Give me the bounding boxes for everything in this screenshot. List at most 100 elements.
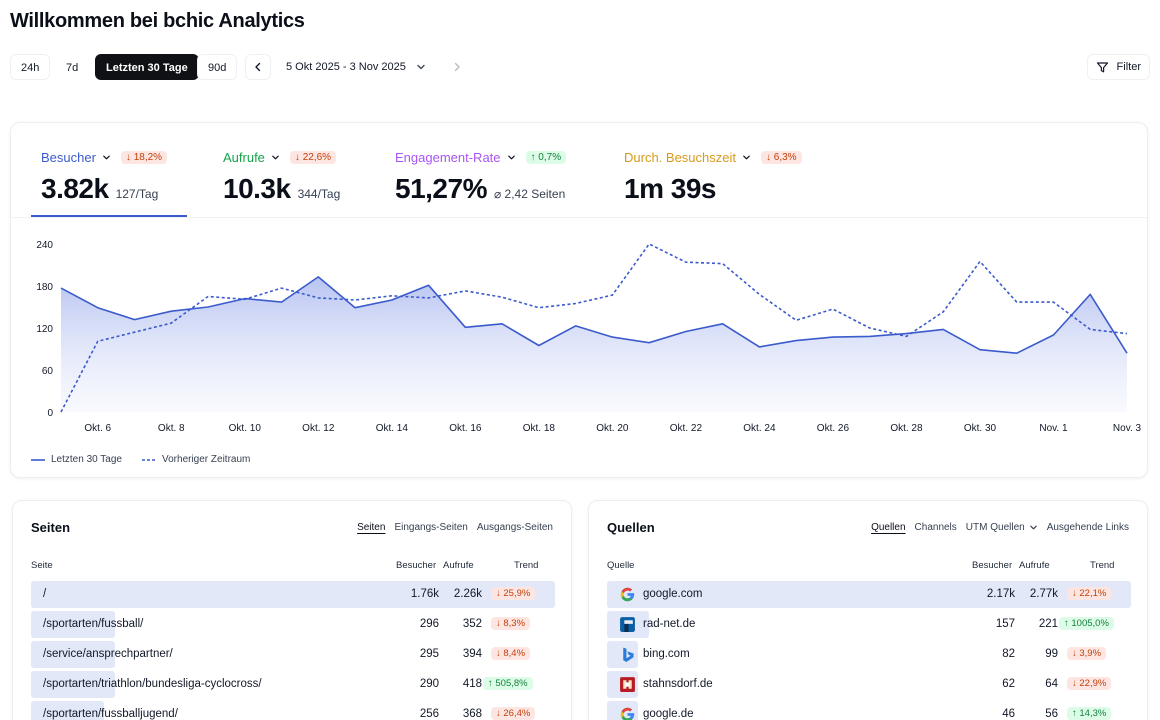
page-path[interactable]: /service/ansprechpartner/ — [43, 648, 173, 660]
current-point[interactable] — [276, 296, 288, 308]
y-tick-label: 60 — [42, 366, 54, 377]
current-point[interactable] — [1011, 347, 1023, 359]
current-point[interactable] — [1121, 347, 1133, 359]
y-tick-label: 120 — [36, 324, 53, 335]
x-tick-label: Okt. 28 — [890, 423, 923, 433]
table-row[interactable]: /sportarten/fussball/296 352 ↓ 8,3% — [31, 611, 555, 638]
column-header-visitors[interactable]: Besucher — [396, 560, 437, 571]
pages-tabs: Seiten Eingangs-Seiten Ausgangs-Seiten — [357, 522, 553, 533]
visitors-value: 256 — [419, 708, 439, 720]
panel-title: Quellen — [607, 520, 655, 535]
tab-utm-sources[interactable]: UTM Quellen — [966, 522, 1038, 533]
current-point[interactable] — [680, 326, 692, 338]
current-point[interactable] — [1084, 288, 1096, 300]
metric-value: 10.3k — [223, 173, 291, 204]
current-point[interactable] — [239, 293, 251, 305]
current-point[interactable] — [459, 321, 471, 333]
next-period-button[interactable] — [444, 54, 470, 80]
current-point[interactable] — [92, 302, 104, 314]
current-point[interactable] — [55, 282, 67, 294]
share-bar — [31, 581, 555, 608]
table-row[interactable]: / 1.76k 2.26k ↓ 25,9% — [31, 581, 555, 608]
range-7d-button[interactable]: 7d — [55, 54, 90, 80]
current-point[interactable] — [349, 302, 361, 314]
views-value: 394 — [462, 648, 482, 660]
table-row[interactable]: stahnsdorf.de 62 64 ↓ 22,9% — [607, 671, 1131, 698]
tab-exit-pages[interactable]: Ausgangs-Seiten — [476, 522, 553, 533]
sources-panel: Quellen Quellen Channels UTM Quellen Aus… — [588, 500, 1148, 720]
source-name[interactable]: google.de — [643, 708, 694, 720]
date-range-picker[interactable]: 5 Okt 2025 - 3 Nov 2025 — [286, 54, 426, 80]
visitors-value: 290 — [419, 678, 439, 690]
range-90d-button[interactable]: 90d — [197, 54, 238, 80]
column-header-trend: Trend — [1090, 560, 1115, 571]
current-point[interactable] — [533, 340, 545, 352]
current-point[interactable] — [312, 271, 324, 283]
tab-entry-pages[interactable]: Eingangs-Seiten — [394, 522, 468, 533]
table-row[interactable]: /sportarten/triathlon/bundesliga-cyclocr… — [31, 671, 555, 698]
current-point[interactable] — [1047, 329, 1059, 341]
y-tick-label: 240 — [36, 240, 53, 251]
source-name[interactable]: rad-net.de — [643, 618, 696, 630]
previous-period-button[interactable] — [245, 54, 271, 80]
current-point[interactable] — [790, 335, 802, 347]
tab-channels[interactable]: Channels — [914, 522, 957, 533]
column-header-views[interactable]: Aufrufe — [443, 560, 474, 571]
page-path[interactable]: /sportarten/fussball/ — [43, 618, 144, 630]
current-point[interactable] — [974, 344, 986, 356]
source-name[interactable]: bing.com — [643, 648, 690, 660]
table-row[interactable]: /sportarten/fussballjugend/256 368 ↓ 26,4% — [31, 701, 555, 720]
metric-views[interactable]: Aufrufe ↓ 22,6% 10.3k 344/Tag — [223, 149, 340, 205]
metric-avg-visit-duration[interactable]: Durch. Besuchszeit ↓ 6,3% 1m 39s — [624, 149, 802, 205]
current-point[interactable] — [900, 328, 912, 340]
range-24h-button[interactable]: 24h — [10, 54, 51, 80]
change-badge: ↓ 22,6% — [289, 150, 337, 164]
current-point[interactable] — [643, 337, 655, 349]
x-tick-label: Okt. 14 — [376, 423, 409, 433]
source-name[interactable]: stahnsdorf.de — [643, 678, 713, 690]
tab-outbound-links[interactable]: Ausgehende Links — [1046, 522, 1129, 533]
legend-item-previous[interactable]: Vorheriger Zeitraum — [142, 454, 250, 465]
views-value: 368 — [462, 708, 482, 720]
current-point[interactable] — [129, 314, 141, 326]
metric-visitors[interactable]: Besucher ↓ 18,2% 3.82k 127/Tag — [41, 149, 168, 205]
divider — [11, 217, 1147, 218]
tab-label: UTM Quellen — [965, 522, 1025, 533]
x-tick-label: Nov. 1 — [1039, 423, 1068, 433]
current-point[interactable] — [827, 331, 839, 343]
current-point[interactable] — [423, 279, 435, 291]
table-row[interactable]: bing.com 82 99 ↓ 3,9% — [607, 641, 1131, 668]
page-path[interactable]: /sportarten/triathlon/bundesliga-cyclocr… — [43, 678, 262, 690]
column-header-visitors[interactable]: Besucher — [972, 560, 1013, 571]
table-row[interactable]: google.com 2.17k 2.77k ↓ 22,1% — [607, 581, 1131, 608]
page-path[interactable]: / — [43, 588, 47, 600]
current-point[interactable] — [753, 341, 765, 353]
metric-engagement-rate[interactable]: Engagement-Rate ↑ 0,7% 51,27% ⌀ 2,42 Sei… — [395, 149, 567, 205]
views-value: 64 — [1045, 678, 1058, 690]
panel-title: Seiten — [31, 520, 71, 535]
tab-pages[interactable]: Seiten — [357, 522, 386, 533]
source-name[interactable]: google.com — [643, 588, 703, 600]
legend-item-current[interactable]: Letzten 30 Tage — [31, 454, 122, 465]
current-point[interactable] — [937, 323, 949, 335]
chevron-down-icon — [507, 155, 515, 159]
current-point[interactable] — [570, 320, 582, 332]
table-row[interactable]: google.de 46 56 ↑ 14,3% — [607, 701, 1131, 720]
current-point[interactable] — [496, 318, 508, 330]
chevron-down-icon — [272, 155, 279, 159]
current-point[interactable] — [606, 331, 618, 343]
page-path[interactable]: /sportarten/fussballjugend/ — [43, 708, 178, 720]
trend-badge: ↑ 1005,0% — [1059, 617, 1114, 630]
tab-sources[interactable]: Quellen — [871, 522, 906, 533]
current-point[interactable] — [864, 330, 876, 342]
column-header-views[interactable]: Aufrufe — [1019, 560, 1050, 571]
views-value: 2.77k — [1029, 588, 1058, 600]
trend-badge: ↓ 22,1% — [1067, 587, 1112, 600]
filter-button[interactable]: Filter — [1086, 54, 1150, 80]
current-point[interactable] — [717, 318, 729, 330]
current-point[interactable] — [165, 305, 177, 317]
range-30d-button[interactable]: Letzten 30 Tage — [95, 54, 199, 80]
current-point[interactable] — [202, 301, 214, 313]
table-row[interactable]: rad-net.de 157 221 ↑ 1005,0% — [607, 611, 1131, 638]
table-row[interactable]: /service/ansprechpartner/295 394 ↓ 8,4% — [31, 641, 555, 668]
